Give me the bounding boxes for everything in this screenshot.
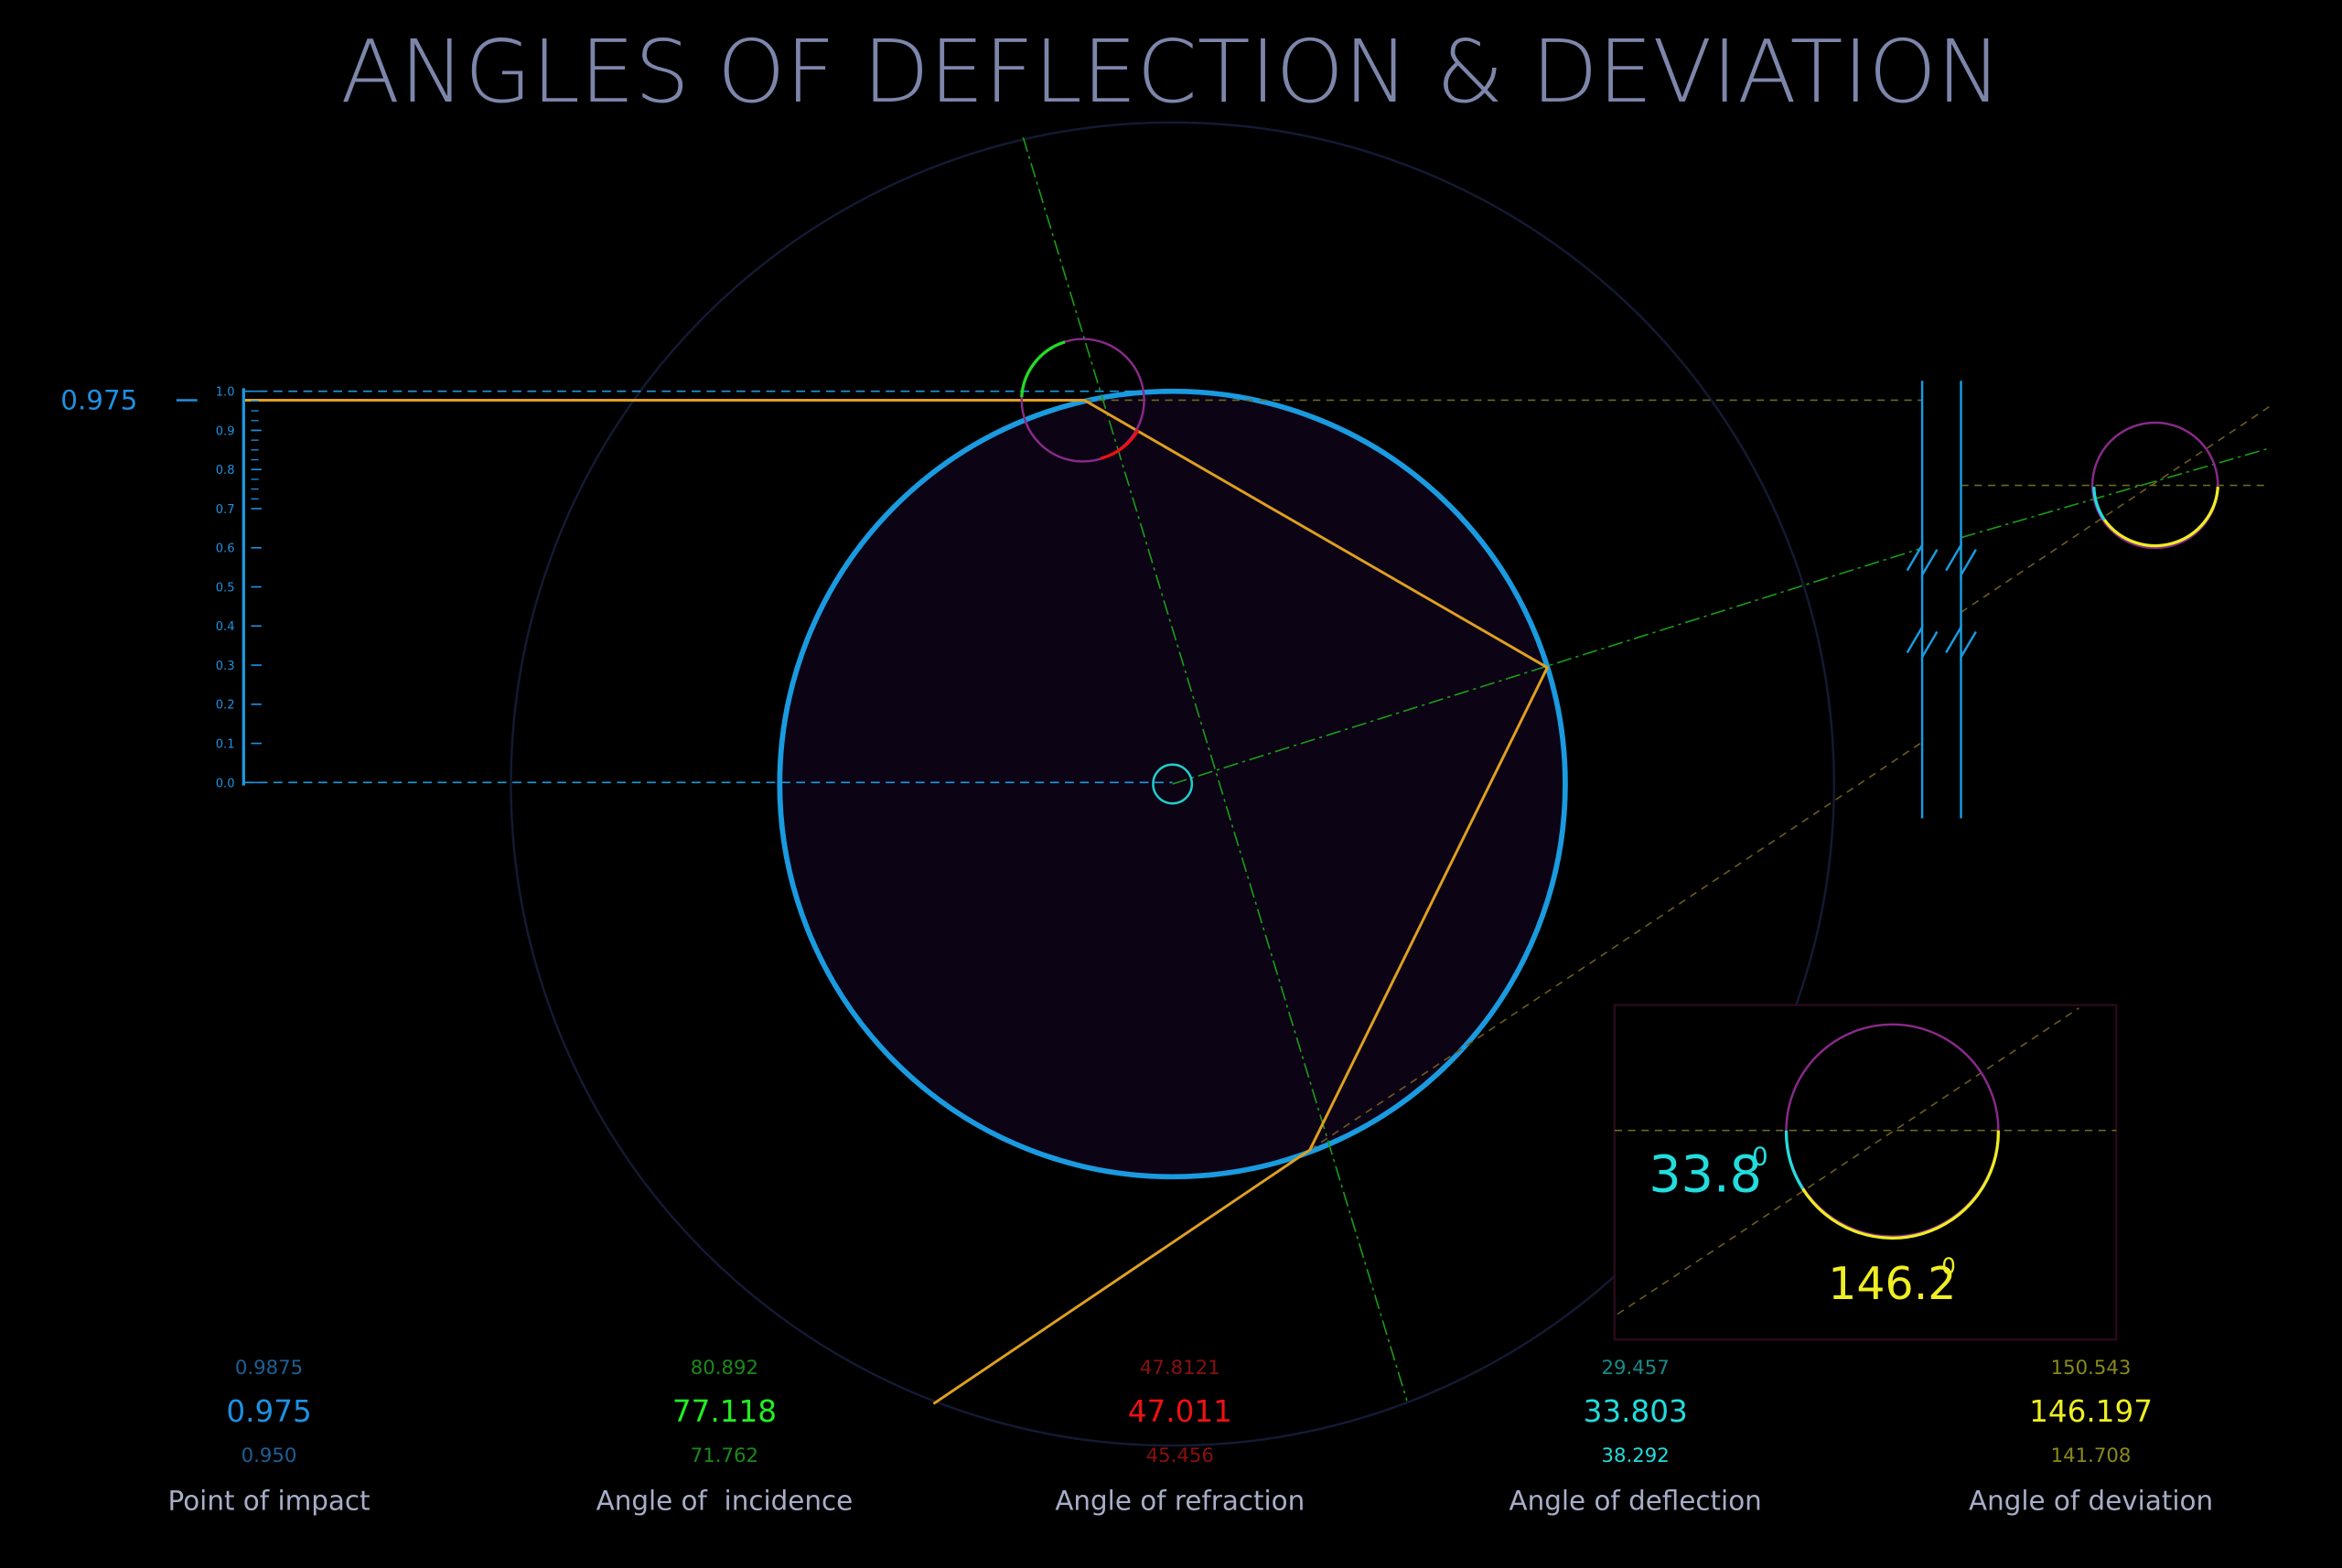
inset-guide [1617,1007,2079,1316]
angle-circle [1020,338,1145,463]
scale-label: 0.9 [216,424,235,438]
guide-line [1309,741,1923,1151]
deflection-arc [2092,487,2106,521]
break-lines [1906,381,1977,819]
readout-value: 0.975 [226,1394,311,1429]
refraction-arc [1100,429,1140,460]
readout-upper: 29.457 [1602,1357,1670,1380]
inset-deflection: 33.8 [1649,1145,1762,1205]
readout-lower: 0.950 [242,1444,297,1467]
deviation-arc [2102,487,2219,548]
readout-upper: 150.543 [2051,1357,2132,1380]
readout-label: Angle of incidence [596,1485,854,1516]
inset-deviation-arc [1801,1130,2000,1240]
inset-frame [1613,1004,2118,1341]
readout-label: Angle of refraction [1055,1485,1305,1516]
readout-value: 47.011 [1128,1394,1232,1429]
normal-line [1022,136,1408,1402]
readout-upper: 47.8121 [1140,1357,1220,1380]
readout-lower: 45.456 [1146,1444,1214,1467]
scale-label: 0.2 [216,699,235,713]
center-marker [1152,763,1194,805]
readout-lower: 71.762 [691,1444,758,1467]
inset-deviation: 146.2 [1828,1258,1956,1310]
incidence-arc [1020,340,1066,398]
readout-value: 77.118 [672,1394,777,1429]
scale-label: 0.1 [216,737,235,751]
readout-label: Angle of deflection [1509,1485,1762,1516]
readout-value: 33.803 [1584,1394,1688,1429]
scale-label: 0.8 [216,464,235,478]
scale-label: 0.7 [216,503,235,517]
inset-deflection-arc [1784,1130,1804,1190]
scale-label: 0.0 [216,777,235,790]
readout-lower: 38.292 [1602,1444,1670,1467]
title: ANGLES OF DEFLECTION & DEVIATION [340,22,2001,123]
impact-marker: 0.975 [60,384,137,415]
normal-line [1172,547,1923,785]
scale-label: 0.5 [216,581,235,595]
light-ray [243,399,1550,1405]
degree-mark: 0 [1941,1252,1956,1279]
guide-line [1961,405,2271,613]
readout-value: 146.197 [2029,1394,2153,1429]
scale-label: 1.0 [216,386,235,400]
readout-label: Point of impact [168,1485,371,1516]
scale-label: 0.4 [216,620,235,634]
outer-circle [510,121,1836,1447]
scale-label: 0.6 [216,542,235,556]
angle-circle [2090,421,2219,550]
readout-upper: 0.9875 [235,1357,303,1380]
readout-lower: 141.708 [2051,1444,2132,1467]
readout-upper: 80.892 [691,1357,758,1380]
degree-mark: 0 [1752,1141,1768,1171]
readout-label: Angle of deviation [1969,1485,2213,1516]
scale-label: 0.3 [216,660,235,673]
